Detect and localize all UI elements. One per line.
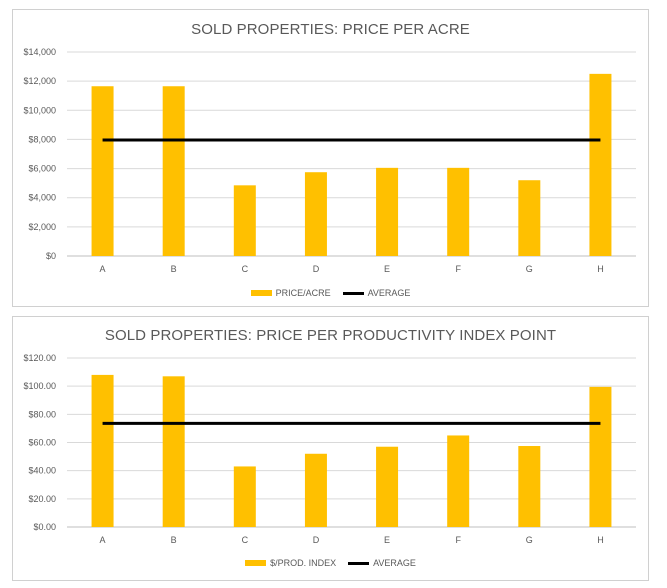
y-tick-label: $2,000 bbox=[28, 222, 56, 232]
bar-f bbox=[447, 435, 470, 527]
bar-h bbox=[589, 73, 612, 256]
bar-d bbox=[304, 453, 327, 527]
chart-title: SOLD PROPERTIES: PRICE PER ACRE bbox=[191, 21, 470, 38]
bar-e bbox=[376, 167, 399, 256]
y-tick-label: $6,000 bbox=[28, 164, 56, 174]
price-per-pi-plot: $0.00 $20.00 $40.00 $60.00 $80.00 $100.00 $120… bbox=[23, 353, 636, 545]
y-tick-label: $12,000 bbox=[23, 76, 56, 86]
x-tick-label: A bbox=[100, 535, 106, 545]
x-tick-label: G bbox=[526, 264, 533, 274]
y-tick-label: $60.00 bbox=[28, 438, 56, 448]
bar-g bbox=[518, 180, 541, 256]
y-tick-label: $20.00 bbox=[28, 494, 56, 504]
bar-c bbox=[233, 466, 256, 527]
legend-label-average: AVERAGE bbox=[367, 288, 411, 298]
bar-b bbox=[162, 376, 185, 527]
y-tick-label: $40.00 bbox=[28, 466, 56, 476]
legend-label-average: AVERAGE bbox=[373, 558, 416, 568]
legend-label-bar: PRICE/ACRE bbox=[275, 288, 331, 298]
x-tick-label: C bbox=[242, 264, 249, 274]
legend-item-bar: $/PROD. INDEX bbox=[245, 558, 336, 568]
legend-swatch-bar bbox=[245, 560, 267, 566]
x-tick-label: B bbox=[171, 535, 177, 545]
legend-item-bar: PRICE/ACRE bbox=[250, 288, 331, 298]
x-tick-label: B bbox=[171, 264, 177, 274]
x-tick-label: H bbox=[597, 264, 604, 274]
legend-swatch-average bbox=[342, 291, 364, 295]
bar-d bbox=[304, 172, 327, 256]
price-per-pi-chart: SOLD PROPERTIES: PRICE PER PRODUCTIVITY … bbox=[12, 316, 649, 581]
y-tick-label: $4,000 bbox=[28, 193, 56, 203]
y-tick-label: $100.00 bbox=[23, 381, 56, 391]
y-tick-label: $120.00 bbox=[23, 353, 56, 363]
price-per-acre-plot: $0 $2,000 $4,000 $6,000 $8,000 $10,000 $12,000… bbox=[23, 47, 636, 274]
y-tick-label: $8,000 bbox=[28, 134, 56, 144]
bar-b bbox=[162, 86, 185, 256]
chart-title: SOLD PROPERTIES: PRICE PER PRODUCTIVITY … bbox=[104, 327, 557, 344]
legend-label-bar: $/PROD. INDEX bbox=[270, 558, 337, 568]
bar-e bbox=[376, 446, 399, 527]
legend-item-average: AVERAGE bbox=[342, 288, 411, 298]
x-tick-label: H bbox=[597, 535, 604, 545]
chart-legend: PRICE/ACRE AVERAGE bbox=[13, 288, 648, 298]
y-tick-label: $10,000 bbox=[23, 105, 56, 115]
bar-a bbox=[91, 374, 114, 527]
y-tick-label: $0.00 bbox=[33, 522, 56, 532]
bar-a bbox=[91, 86, 114, 256]
legend-swatch-bar bbox=[250, 290, 272, 296]
price-per-acre-chart: SOLD PROPERTIES: PRICE PER ACRE $0 $2,000… bbox=[12, 9, 649, 307]
x-tick-label: D bbox=[313, 535, 320, 545]
x-tick-label: C bbox=[242, 535, 249, 545]
y-tick-label: $14,000 bbox=[23, 47, 56, 57]
x-tick-label: F bbox=[455, 264, 461, 274]
bar-h bbox=[589, 386, 612, 527]
legend-item-average: AVERAGE bbox=[348, 558, 416, 568]
x-tick-label: F bbox=[455, 535, 461, 545]
x-tick-label: A bbox=[100, 264, 106, 274]
y-tick-label: $80.00 bbox=[28, 409, 56, 419]
x-tick-label: E bbox=[384, 535, 390, 545]
x-tick-label: G bbox=[526, 535, 533, 545]
chart-legend: $/PROD. INDEX AVERAGE bbox=[13, 558, 648, 568]
x-tick-label: E bbox=[384, 264, 390, 274]
bar-g bbox=[518, 446, 541, 527]
y-tick-label: $0 bbox=[46, 251, 56, 261]
bar-f bbox=[447, 167, 470, 256]
bar-c bbox=[233, 185, 256, 256]
x-tick-label: D bbox=[313, 264, 320, 274]
legend-swatch-average bbox=[348, 561, 370, 565]
